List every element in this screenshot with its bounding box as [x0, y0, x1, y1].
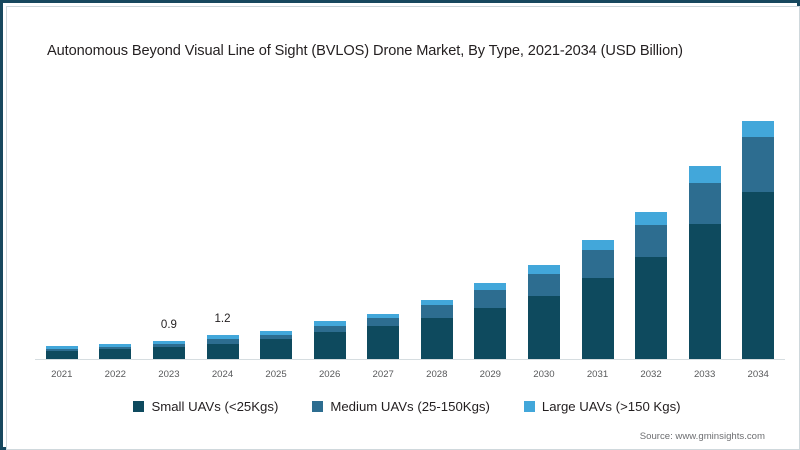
bar-segment-lg-2022 [99, 344, 132, 347]
x-axis-tick-2030: 2030 [533, 369, 555, 380]
bar-segment-lg-2032 [635, 212, 668, 226]
bar-segment-md-2028 [420, 304, 453, 318]
legend-swatch-small-icon [133, 401, 145, 412]
bar-segment-lg-2030 [527, 264, 560, 274]
bar-segment-md-2022 [99, 347, 132, 350]
bar-2025 [260, 331, 293, 360]
x-axis-tick-2025: 2025 [265, 369, 287, 380]
bar-2028 [420, 299, 453, 360]
bar-segment-lg-2027 [367, 314, 400, 319]
legend-swatch-large-icon [523, 401, 535, 412]
bar-segment-md-2034 [742, 136, 775, 192]
bar-segment-lg-2025 [260, 331, 293, 336]
bar-segment-sm-2030 [527, 295, 560, 360]
bar-segment-sm-2023 [152, 346, 185, 360]
source-attribution: Source: www.gminsights.com [639, 431, 765, 442]
bar-segment-md-2021 [45, 348, 78, 351]
chart-title: Autonomous Beyond Visual Line of Sight (… [47, 43, 683, 59]
x-axis-tick-2034: 2034 [747, 369, 769, 380]
bar-2027 [367, 314, 400, 360]
legend-label-small: Small UAVs (<25Kgs) [151, 399, 279, 414]
bar-segment-md-2031 [581, 250, 614, 279]
bar-segment-lg-2026 [313, 320, 346, 326]
bar-2026 [313, 320, 346, 360]
bar-segment-lg-2023 [152, 341, 185, 345]
bar-segment-sm-2022 [99, 349, 132, 360]
data-label-2023: 0.9 [160, 319, 177, 332]
bar-segment-lg-2028 [420, 299, 453, 305]
x-axis-tick-2022: 2022 [104, 369, 127, 380]
bar-segment-sm-2024 [206, 344, 239, 360]
bar-segment-md-2030 [527, 273, 560, 296]
bar-2024 [206, 335, 239, 360]
x-axis-baseline [35, 359, 785, 360]
bar-segment-md-2027 [367, 318, 400, 326]
legend-label-medium: Medium UAVs (25-150Kgs) [330, 399, 490, 414]
x-axis-tick-2023: 2023 [158, 369, 180, 380]
bar-segment-lg-2031 [581, 240, 614, 251]
bar-2023 [152, 341, 185, 360]
bar-segment-sm-2028 [420, 318, 453, 360]
bar-2032 [635, 212, 668, 360]
bar-segment-sm-2029 [474, 307, 507, 360]
bar-segment-sm-2025 [260, 339, 293, 360]
bar-segment-lg-2029 [474, 282, 507, 290]
bar-segment-lg-2034 [742, 121, 775, 137]
bar-2021 [45, 345, 78, 360]
legend-item-large[interactable]: Large UAVs (>150 Kgs) [523, 399, 681, 414]
bar-segment-md-2025 [260, 335, 293, 339]
bar-segment-sm-2031 [581, 278, 614, 360]
bar-2031 [581, 240, 614, 360]
x-axis-tick-2024: 2024 [211, 369, 234, 380]
bar-2022 [99, 344, 132, 360]
bar-2029 [474, 282, 507, 360]
bar-segment-lg-2021 [45, 345, 78, 349]
x-axis-tick-2021: 2021 [51, 369, 73, 380]
legend-label-large: Large UAVs (>150 Kgs) [541, 399, 681, 414]
bar-segment-md-2024 [206, 339, 239, 345]
data-label-2024: 1.2 [214, 312, 231, 325]
bar-segment-sm-2032 [635, 257, 668, 360]
legend-item-small[interactable]: Small UAVs (<25Kgs) [133, 399, 278, 414]
x-axis-tick-2029: 2029 [479, 369, 502, 380]
x-axis-tick-2031: 2031 [586, 369, 609, 380]
chart-legend: Small UAVs (<25Kgs) Medium UAVs (25-150Kg… [7, 399, 800, 414]
bar-segment-lg-2024 [206, 335, 239, 340]
bar-segment-lg-2033 [688, 165, 721, 183]
bar-segment-sm-2026 [313, 332, 346, 360]
x-axis-tick-2032: 2032 [640, 369, 662, 380]
bar-segment-sm-2034 [742, 192, 775, 360]
bar-segment-md-2026 [313, 326, 346, 333]
bar-2033 [688, 165, 721, 360]
bar-segment-sm-2021 [45, 350, 78, 360]
bar-segment-md-2029 [474, 289, 507, 308]
x-axis-tick-2028: 2028 [426, 369, 448, 380]
bar-segment-md-2023 [152, 344, 185, 347]
bar-segment-sm-2027 [367, 325, 400, 360]
bar-segment-sm-2033 [688, 223, 721, 360]
x-axis-tick-2026: 2026 [318, 369, 341, 380]
bar-2034 [742, 121, 775, 360]
bar-segment-md-2033 [688, 182, 721, 224]
x-axis-tick-2033: 2033 [693, 369, 716, 380]
bar-2030 [527, 264, 560, 360]
chart-inner-border: Autonomous Beyond Visual Line of Sight (… [6, 6, 800, 450]
x-axis-tick-2027: 2027 [372, 369, 394, 380]
legend-item-medium[interactable]: Medium UAVs (25-150Kgs) [312, 399, 490, 414]
bar-segment-md-2032 [635, 225, 668, 258]
plot-area [35, 103, 783, 360]
legend-swatch-medium-icon [312, 401, 324, 412]
